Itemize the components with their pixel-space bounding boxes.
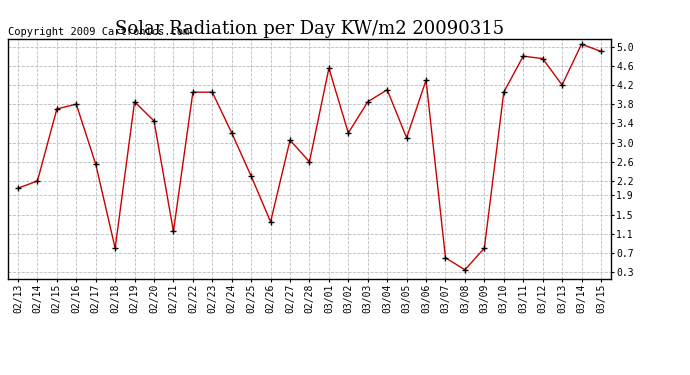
Title: Solar Radiation per Day KW/m2 20090315: Solar Radiation per Day KW/m2 20090315 bbox=[115, 20, 504, 38]
Text: Copyright 2009 Cartronics.com: Copyright 2009 Cartronics.com bbox=[8, 27, 190, 37]
